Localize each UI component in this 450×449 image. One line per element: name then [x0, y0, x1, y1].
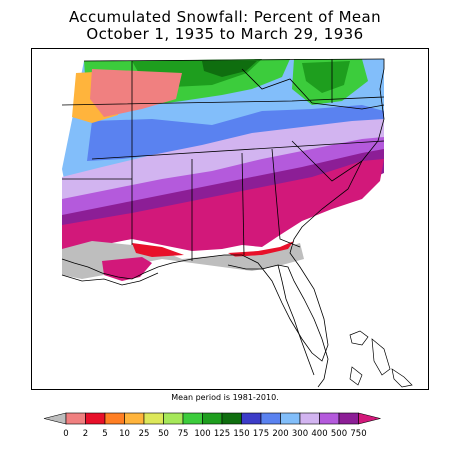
region-outline — [61, 58, 385, 362]
band-dark-green-core — [202, 61, 257, 77]
gulf-coast-west — [61, 272, 159, 286]
legend-tick-label: 25 — [139, 429, 150, 439]
band-magenta-louisiana — [102, 257, 152, 281]
legend-tick-label: 500 — [331, 429, 347, 439]
legend-tick-label: 50 — [158, 429, 169, 439]
islands — [349, 330, 413, 388]
state-line-10 — [241, 68, 313, 104]
legend-swatch — [104, 412, 125, 425]
florida-gulf-coast — [277, 264, 315, 376]
island-3 — [349, 366, 363, 386]
legend-tick-label: 2 — [83, 429, 88, 439]
legend-tick-label: 400 — [311, 429, 327, 439]
color-legend: 0 2 5 10 25 50 75 100 125 150 175 200 300 400 500 750 — [43, 412, 381, 439]
island-2 — [371, 338, 391, 376]
legend-swatch — [299, 412, 320, 425]
map-title: Accumulated Snowfall: Percent of Mean — [68, 8, 382, 26]
legend-swatch — [163, 412, 184, 425]
legend-swatch — [143, 412, 164, 425]
legend-swatch — [221, 412, 242, 425]
florida-outline — [227, 264, 329, 388]
legend-arrow-left — [43, 412, 67, 425]
legend-tick-label: 125 — [214, 429, 230, 439]
map-subtitle: October 1, 1935 to March 29, 1936 — [86, 25, 364, 43]
state-line-3 — [91, 140, 385, 160]
legend-tick-label: 200 — [272, 429, 288, 439]
band-dark-green-ne — [302, 61, 350, 93]
legend-arrow-right — [358, 412, 381, 425]
legend-tick-label: 750 — [350, 429, 366, 439]
legend-tick-label: 300 — [292, 429, 308, 439]
legend-tick-label: 100 — [194, 429, 210, 439]
map-frame — [31, 48, 429, 390]
legend-tick-label: 150 — [233, 429, 249, 439]
legend-swatch — [280, 412, 301, 425]
band-lavender — [62, 119, 384, 217]
legend-swatch — [124, 412, 145, 425]
mean-period-note: Mean period is 1981-2010. — [171, 393, 279, 402]
legend-swatch — [65, 412, 86, 425]
legend-boxes — [43, 412, 381, 425]
legend-tick-label: 5 — [102, 429, 107, 439]
state-line-7 — [291, 140, 363, 182]
legend-swatch — [241, 412, 262, 425]
island-1 — [349, 330, 369, 346]
band-blue-mid — [87, 105, 384, 161]
state-line-5 — [241, 152, 245, 256]
legend-labels: 0 2 5 10 25 50 75 100 125 150 175 200 300 400 500 750 — [63, 429, 366, 439]
data-field — [62, 59, 384, 281]
legend-tick-label: 75 — [178, 429, 189, 439]
legend-tick-label: 0 — [63, 429, 68, 439]
legend-swatch — [338, 412, 359, 425]
state-line-11 — [311, 102, 385, 110]
legend-swatch — [260, 412, 281, 425]
legend-swatch — [182, 412, 203, 425]
band-magenta — [62, 159, 384, 257]
state-line-1 — [61, 96, 385, 106]
legend-tick-label: 175 — [253, 429, 269, 439]
band-gray-louisiana — [62, 259, 112, 279]
state-line-6 — [271, 148, 301, 248]
band-red-coast — [132, 241, 294, 257]
legend-swatch — [85, 412, 106, 425]
state-boundaries — [61, 58, 385, 362]
florida — [61, 264, 329, 388]
island-4 — [391, 368, 413, 388]
band-coral-ozarks — [90, 69, 182, 117]
legend-swatch — [319, 412, 340, 425]
band-gray-panhandle — [228, 255, 268, 267]
snowfall-map — [61, 58, 413, 388]
legend-swatch — [202, 412, 223, 425]
legend-tick-label: 10 — [119, 429, 130, 439]
